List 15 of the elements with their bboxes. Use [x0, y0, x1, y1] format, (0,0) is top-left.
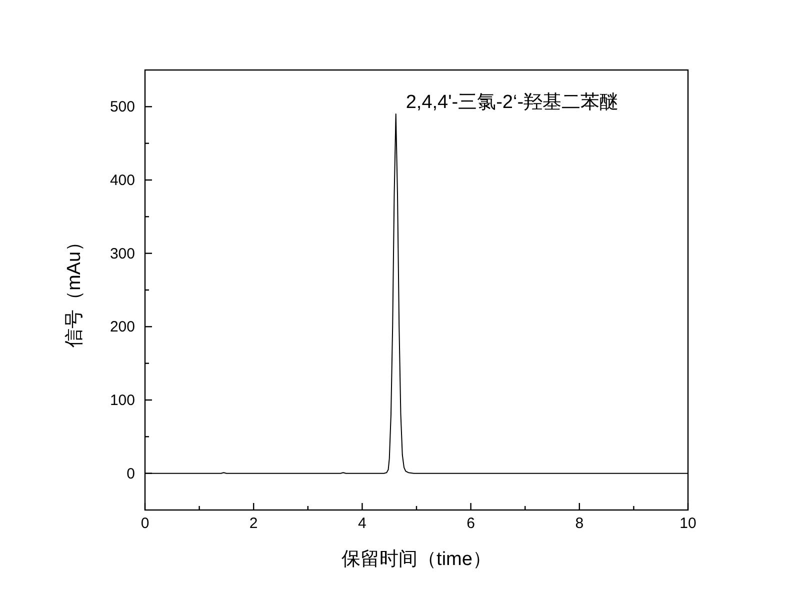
- y-tick-label: 0: [126, 465, 135, 482]
- x-tick-label: 10: [680, 515, 696, 532]
- y-tick-label: 100: [110, 392, 135, 409]
- y-tick-label: 500: [110, 98, 135, 116]
- x-tick-label: 8: [575, 515, 584, 532]
- x-tick-label: 6: [466, 515, 475, 532]
- x-tick-label: 4: [358, 515, 366, 532]
- x-axis-title: 保留时间（time）: [342, 549, 492, 570]
- y-axis-title: 信号（mAu）: [64, 232, 85, 348]
- y-tick-label: 300: [110, 245, 135, 262]
- y-tick-label: 200: [110, 318, 135, 336]
- annotation: 2,4,4'-三氯-2‘-羟基二苯醚: [406, 92, 619, 113]
- y-tick-label: 400: [110, 172, 135, 189]
- x-tick-label: 0: [140, 515, 150, 532]
- x-tick-label: 2: [249, 515, 258, 532]
